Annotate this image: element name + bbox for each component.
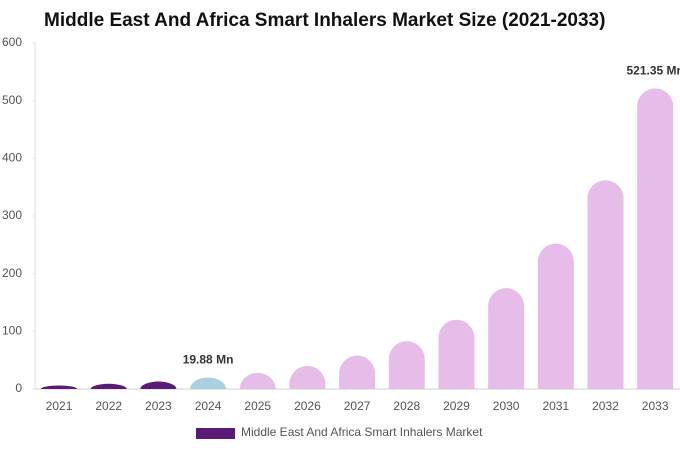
bar: [388, 341, 425, 389]
x-tick-label: 2022: [95, 399, 122, 413]
bar: [190, 377, 227, 389]
x-tick-label: 2030: [493, 399, 520, 413]
legend-label: Middle East And Africa Smart Inhalers Ma…: [241, 425, 483, 439]
bar: [438, 319, 475, 389]
y-tick-label: 300: [2, 208, 22, 222]
y-tick-label: 600: [2, 35, 22, 49]
x-tick-label: 2023: [145, 399, 172, 413]
y-tick-label: 100: [2, 324, 22, 338]
x-tick-label: 2025: [244, 399, 271, 413]
x-tick-label: 2033: [642, 399, 669, 413]
x-tick-label: 2029: [443, 399, 470, 413]
x-tick-label: 2026: [294, 399, 321, 413]
bar: [289, 365, 326, 389]
bar: [637, 88, 674, 389]
x-tick-label: 2027: [344, 399, 371, 413]
y-tick-label: 400: [2, 151, 22, 165]
bar: [537, 243, 574, 389]
bar: [488, 288, 525, 389]
y-tick-label: 200: [2, 266, 22, 280]
bar: [339, 355, 376, 389]
bar: [41, 385, 78, 389]
bar: [90, 383, 127, 389]
bar: [239, 372, 276, 389]
y-tick-label: 500: [2, 93, 22, 107]
value-label: 19.88 Mn: [183, 353, 234, 367]
chart-title: Middle East And Africa Smart Inhalers Ma…: [44, 10, 605, 31]
legend-swatch: [196, 428, 235, 439]
y-tick-label: 0: [15, 381, 22, 395]
x-tick-label: 2024: [195, 399, 222, 413]
x-tick-label: 2028: [393, 399, 420, 413]
value-label: 521.35 Mn: [626, 64, 680, 78]
x-tick-label: 2032: [592, 399, 619, 413]
x-tick-label: 2021: [46, 399, 73, 413]
bar: [587, 180, 624, 389]
x-tick-label: 2031: [542, 399, 569, 413]
bar: [140, 381, 177, 389]
